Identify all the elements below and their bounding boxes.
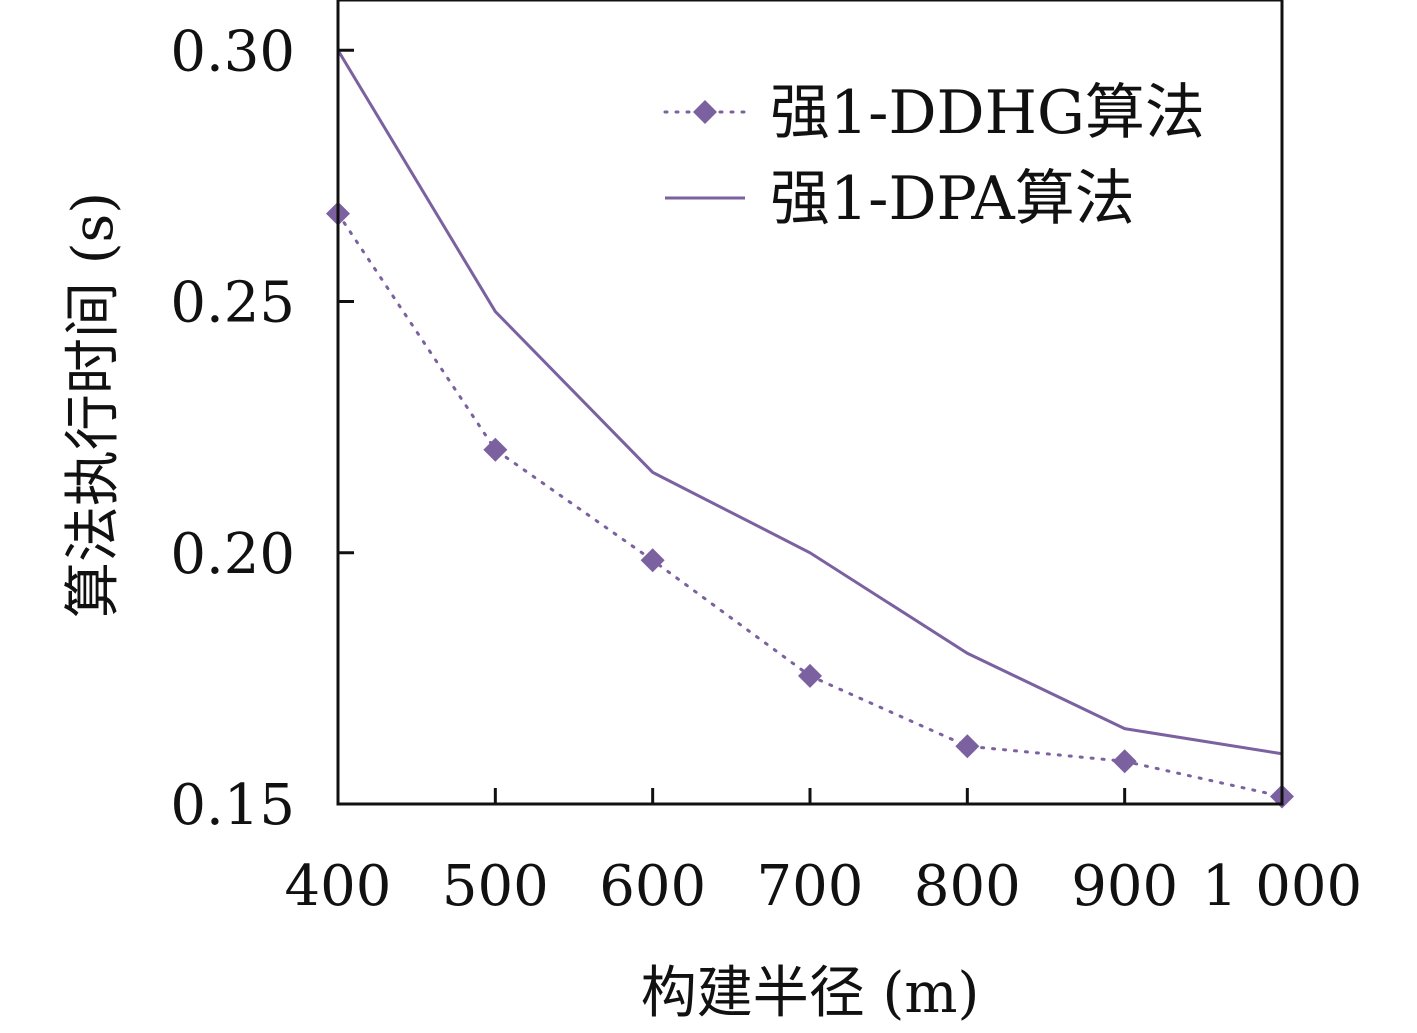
series-0-point (483, 437, 508, 462)
x-axis-label: 构建半径 (m) (641, 961, 980, 1026)
series-0-point (955, 734, 980, 759)
y-tick-label: 0.25 (170, 271, 295, 336)
series-0-point (640, 548, 665, 573)
x-tick-label: 900 (1071, 854, 1178, 919)
y-tick-label: 0.20 (170, 522, 295, 587)
series-0-point (1112, 749, 1137, 774)
y-axis-ticks: 0.15 0.20 0.25 0.30 (170, 19, 354, 838)
x-tick-label: 500 (442, 854, 549, 919)
x-tick-label: 700 (757, 854, 864, 919)
series-0-point (798, 663, 822, 688)
legend-label-dpa: 强1-DPA算法 (770, 164, 1135, 234)
x-axis-ticks: 400 500 600 700 800 900 1 000 (285, 788, 1362, 919)
y-tick-label: 0.15 (170, 773, 295, 838)
series-line-0 (336, 212, 1284, 798)
y-tick-label: 0.30 (170, 19, 295, 84)
legend-label-ddhg: 强1-DDHG算法 (770, 78, 1205, 148)
x-tick-label: 1 000 (1202, 854, 1362, 919)
y-axis-label: 算法执行时间 (s) (61, 192, 126, 618)
x-tick-label: 600 (599, 854, 706, 919)
x-tick-label: 800 (914, 854, 1021, 919)
x-tick-label: 400 (285, 854, 392, 919)
plot-markers (326, 201, 1294, 809)
legend-swatch-ddhg-marker (693, 100, 717, 124)
series-line-1 (336, 49, 1283, 756)
legend: 强1-DDHG算法 强1-DPA算法 (663, 78, 1205, 234)
